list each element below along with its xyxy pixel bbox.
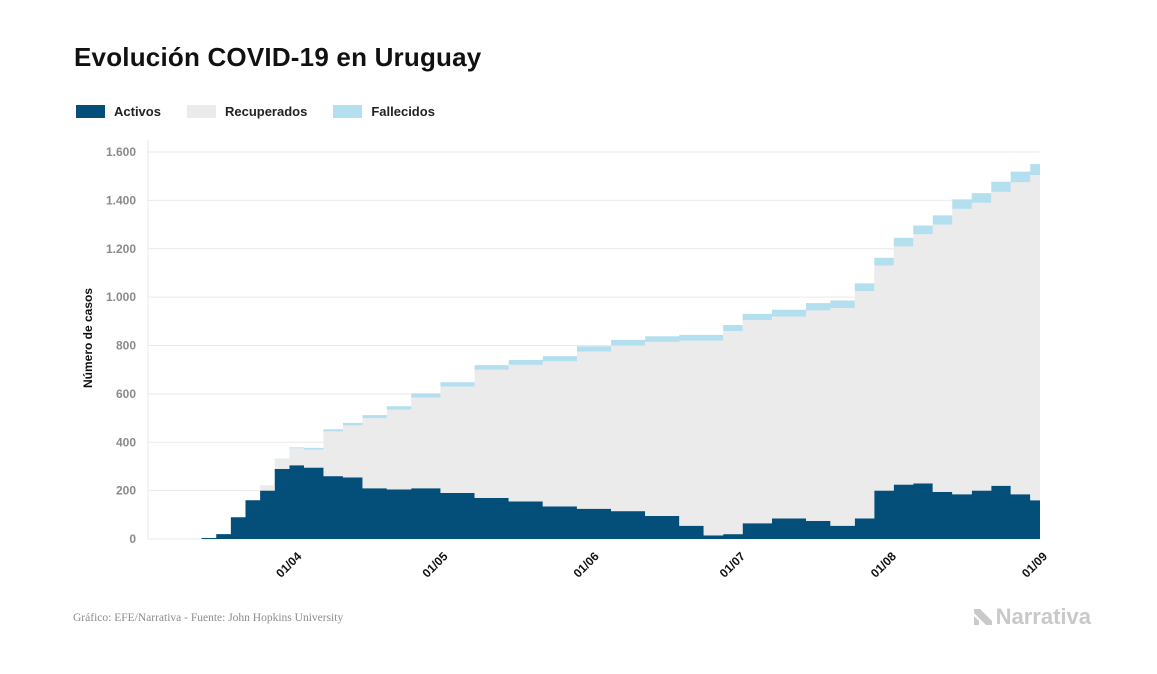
y-tick-label: 0 — [129, 532, 136, 546]
y-tick-label: 200 — [116, 484, 136, 498]
y-tick-label: 1.400 — [106, 193, 136, 207]
legend-swatch-recuperados — [186, 105, 216, 118]
narrativa-logo-icon — [973, 609, 992, 625]
legend-item-fallecidos: Fallecidos — [333, 104, 435, 119]
series-areas — [201, 152, 1040, 539]
y-tick-label: 600 — [116, 387, 136, 401]
y-tick-label: 1.200 — [106, 242, 136, 256]
brand-name: Narrativa — [995, 604, 1091, 629]
y-tick-label: 400 — [116, 435, 136, 449]
legend-swatch-fallecidos — [333, 105, 363, 118]
x-tick-label: 01/09 — [1019, 549, 1050, 580]
x-tick-label: 01/06 — [571, 549, 602, 580]
y-tick-label: 1.600 — [106, 145, 136, 159]
y-axis-label: Número de casos — [81, 288, 95, 388]
brand-logo: Narrativa — [972, 604, 1091, 630]
y-tick-label: 800 — [116, 339, 136, 353]
y-tick-labels: 0 200 400 600 800 1.000 1.200 1.400 1.600 — [106, 145, 136, 546]
x-tick-label: 01/04 — [273, 549, 304, 580]
y-tick-label: 1.000 — [106, 290, 136, 304]
legend-label-fallecidos: Fallecidos — [371, 104, 435, 119]
area-activos — [201, 465, 1040, 539]
legend-label-activos: Activos — [114, 104, 161, 119]
area-fallecidos — [201, 152, 1040, 539]
legend-item-activos: Activos — [76, 104, 161, 119]
chart-title: Evolución COVID-19 en Uruguay — [74, 42, 482, 72]
x-tick-label: 01/08 — [868, 549, 899, 580]
x-tick-label: 01/05 — [419, 549, 450, 580]
legend-item-recuperados: Recuperados — [186, 104, 308, 119]
legend-swatch-activos — [76, 105, 105, 118]
x-tick-labels: 01/04 01/05 01/06 01/07 01/08 01/09 — [273, 549, 1050, 580]
area-recuperados — [201, 164, 1040, 539]
legend-label-recuperados: Recuperados — [224, 104, 308, 119]
x-tick-label: 01/07 — [717, 549, 748, 580]
source-note: Gráfico: EFE/Narrativa - Fuente: John Ho… — [73, 612, 344, 624]
chart-legend: Activos Recuperados Fallecidos — [76, 104, 461, 119]
